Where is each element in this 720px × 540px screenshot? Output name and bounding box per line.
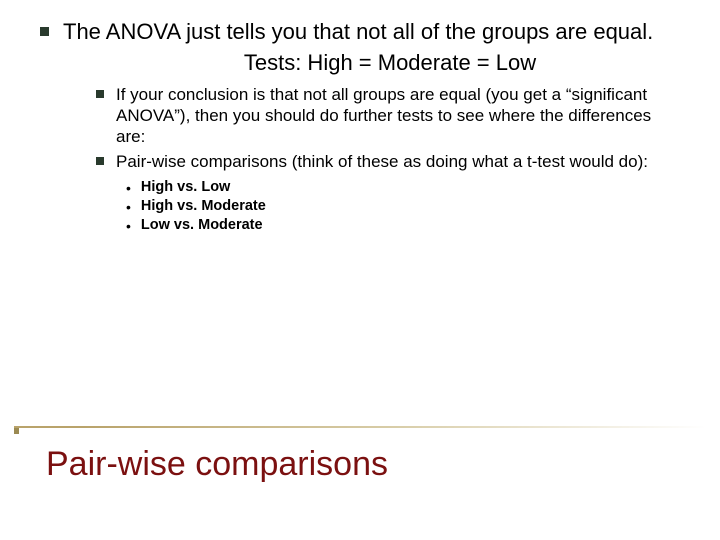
square-bullet-icon [40, 27, 49, 36]
dot-bullet-icon: • [126, 199, 131, 215]
tests-hypothesis-line: Tests: High = Moderate = Low [40, 50, 680, 76]
comparison-row: • High vs. Low [126, 179, 680, 196]
divider-tick-icon [14, 428, 19, 434]
comparison-text: High vs. Moderate [141, 198, 266, 214]
comparison-row: • Low vs. Moderate [126, 217, 680, 234]
square-bullet-icon [96, 157, 104, 165]
sub-bullet-row: Pair-wise comparisons (think of these as… [96, 151, 680, 172]
dot-bullet-icon: • [126, 218, 131, 234]
sub-bullet-text: Pair-wise comparisons (think of these as… [116, 151, 648, 172]
comparison-text: Low vs. Moderate [141, 217, 263, 233]
slide-title: Pair-wise comparisons [46, 445, 388, 484]
sub-bullet-text: If your conclusion is that not all group… [116, 84, 680, 148]
sub-bullet-list: If your conclusion is that not all group… [96, 84, 680, 234]
dot-bullet-icon: • [126, 180, 131, 196]
main-bullet-row: The ANOVA just tells you that not all of… [40, 18, 680, 46]
main-bullet-text: The ANOVA just tells you that not all of… [63, 18, 653, 46]
slide-content: The ANOVA just tells you that not all of… [0, 0, 720, 234]
square-bullet-icon [96, 90, 104, 98]
sub-bullet-row: If your conclusion is that not all group… [96, 84, 680, 148]
comparison-text: High vs. Low [141, 179, 230, 195]
divider-line [14, 426, 706, 428]
comparison-row: • High vs. Moderate [126, 198, 680, 215]
comparison-list: • High vs. Low • High vs. Moderate • Low… [126, 179, 680, 234]
